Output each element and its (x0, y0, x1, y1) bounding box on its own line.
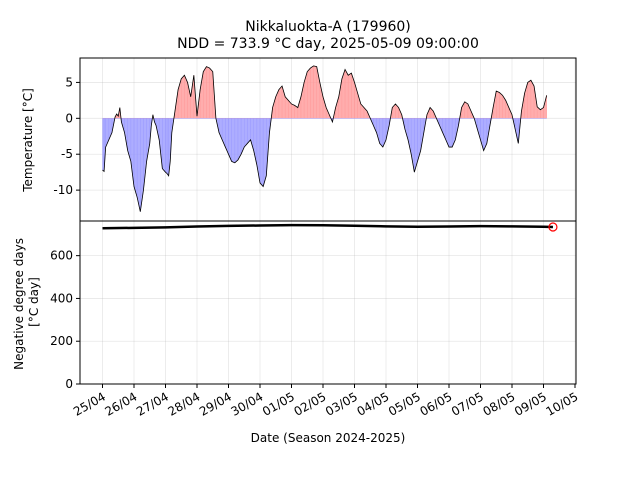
temperature-y-tick-label: 5 (65, 75, 73, 89)
ndd-line (102, 223, 553, 230)
ndd-current-marker (548, 222, 558, 232)
ndd-y-label: Negative degree days [°C day] (12, 234, 41, 370)
ndd-y-tick-label: 400 (50, 291, 73, 305)
ndd-y-label-line1: Negative degree days (12, 238, 26, 370)
ndd-y-label-line2: [°C day] (27, 277, 41, 327)
temperature-y-label: Temperature [°C] (21, 88, 35, 193)
temperature-y-tick-label: 0 (65, 111, 73, 125)
ndd-y-tick-label: 600 (50, 249, 73, 263)
ndd-y-tick-label: 0 (65, 377, 73, 391)
temperature-panel: 5 0 -5 -10 Temperature [°C] (21, 57, 577, 222)
temperature-y-tick-label: -10 (53, 183, 73, 197)
chart-title: Nikkaluokta-A (179960) (245, 19, 411, 35)
ndd-panel: 0 200 400 600 Negative degree days [°C day] (12, 220, 577, 391)
x-axis-label: Date (Season 2024-2025) (251, 431, 406, 445)
ndd-axes-frame (79, 220, 577, 385)
temperature-y-tick-label: -5 (61, 147, 73, 161)
chart-subtitle: NDD = 733.9 °C day, 2025-05-09 09:00:00 (177, 36, 479, 52)
ndd-y-tick-label: 200 (50, 334, 73, 348)
temperature-line (102, 65, 548, 212)
temperature-y-ticks: 5 0 -5 -10 (53, 75, 80, 197)
ndd-grid (80, 221, 576, 385)
ndd-y-ticks: 0 200 400 600 (50, 249, 80, 391)
